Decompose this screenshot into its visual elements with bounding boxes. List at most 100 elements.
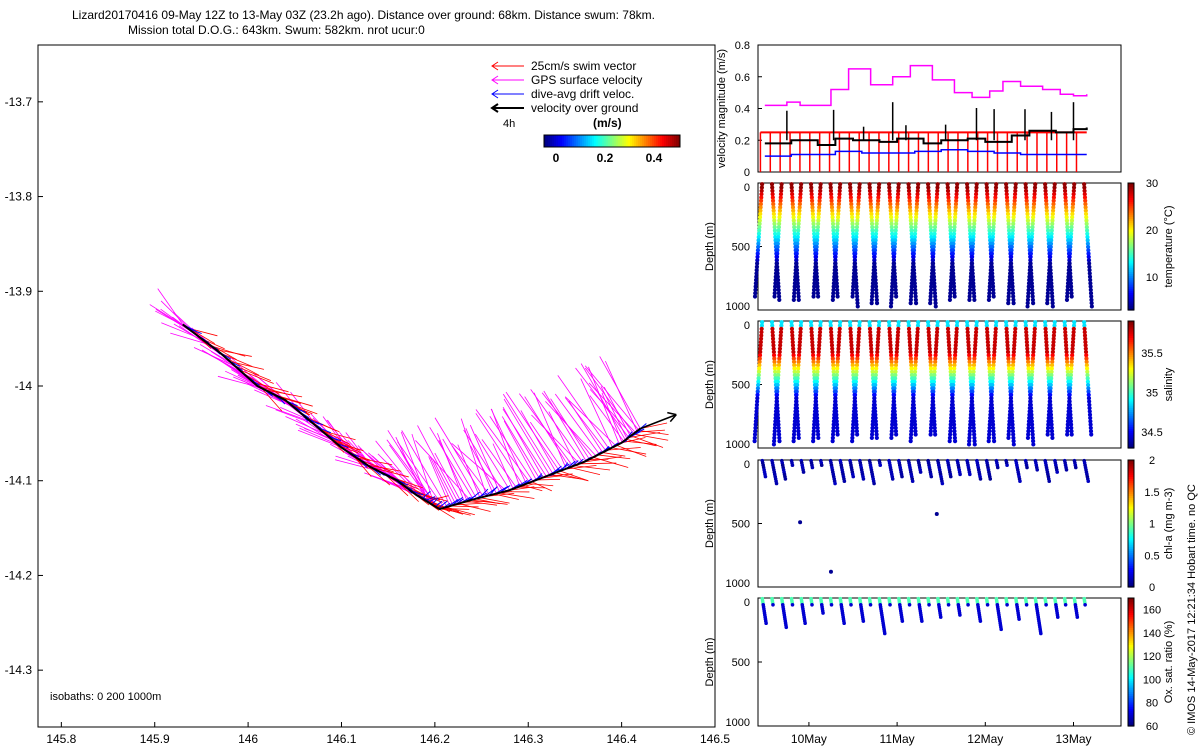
- profile-dot: [1052, 192, 1057, 197]
- profile-dot: [955, 182, 960, 187]
- profile-dot: [894, 356, 899, 361]
- profile-dot: [1065, 366, 1070, 371]
- profile-dot: [1084, 363, 1089, 368]
- profile-dot: [1010, 369, 1015, 374]
- profile-dot: [1047, 264, 1052, 269]
- profile-dot: [951, 376, 956, 381]
- profile-dot: [935, 185, 940, 190]
- colorbar-cell: [1128, 534, 1134, 537]
- profile-dot: [968, 235, 973, 240]
- profile-dot: [851, 412, 856, 417]
- profile-dot: [1024, 333, 1029, 338]
- profile-dot: [1012, 339, 1017, 345]
- profile-dot: [971, 376, 976, 381]
- gps-vector: [491, 408, 521, 487]
- profile-dot: [893, 373, 898, 378]
- profile-dot: [1045, 294, 1050, 299]
- colorbar-cell: [1128, 468, 1134, 472]
- profile-dot: [1046, 412, 1052, 417]
- swim-vector: [475, 498, 500, 505]
- profile-dot: [1029, 419, 1034, 424]
- profile-dot: [1013, 185, 1018, 190]
- colorbar-cell: [1128, 259, 1134, 262]
- profile-dot: [852, 254, 858, 260]
- profile-dot: [772, 439, 777, 444]
- profile-dot: [816, 435, 821, 440]
- profile-dot: [925, 182, 931, 187]
- profile-dot: [1067, 254, 1072, 260]
- colorbar-cell: [652, 135, 655, 147]
- profile-dot: [1011, 349, 1016, 355]
- colorbar-cell: [1128, 340, 1134, 343]
- profile-dot: [888, 339, 893, 345]
- profile-dot: [759, 185, 764, 190]
- profile-dot: [850, 425, 856, 431]
- profile-dot: [808, 182, 814, 187]
- profile-dot: [1070, 211, 1075, 217]
- colorbar-cell: [1128, 244, 1134, 248]
- profile-dot: [776, 419, 781, 424]
- profile-dot: [795, 241, 800, 246]
- profile-dot: [852, 399, 857, 404]
- profile-dot: [909, 231, 914, 236]
- profile-dot: [972, 435, 977, 440]
- profile-dot: [1066, 277, 1071, 283]
- colorbar-cell: [1128, 399, 1134, 403]
- profile-dot: [870, 287, 875, 293]
- profile-dot: [817, 205, 822, 210]
- profile-dot: [907, 192, 912, 197]
- profile-dot: [891, 258, 896, 263]
- profile-dot: [835, 353, 841, 358]
- colorbar-cell: [636, 135, 639, 147]
- profile-dot: [928, 429, 933, 434]
- profile-dot: [1072, 182, 1077, 187]
- profile-dot: [813, 268, 818, 273]
- swim-vector: [611, 447, 647, 455]
- profile-dot: [912, 281, 917, 286]
- profile-dot: [1082, 333, 1088, 338]
- profile-dot: [948, 284, 953, 289]
- profile-dot: [969, 264, 974, 269]
- profile-dot: [813, 406, 818, 411]
- profile-dot: [811, 353, 816, 358]
- profile-dot: [987, 231, 992, 236]
- profile-dot: [951, 284, 957, 289]
- profile-dot: [855, 215, 860, 220]
- profile-dot: [992, 339, 998, 345]
- profile-dot: [1044, 339, 1049, 345]
- profile-dot: [991, 221, 996, 226]
- profile-dot: [1050, 294, 1055, 299]
- profile-dot: [913, 432, 918, 437]
- profile-dot: [971, 235, 976, 240]
- profile-axes: [757, 459, 1122, 588]
- profile-dot: [771, 201, 776, 207]
- profile-dot: [793, 268, 798, 273]
- profile-dot: [1030, 369, 1035, 374]
- vel-ylabel: velocity magnitude (m/s): [716, 49, 728, 168]
- oxy-dot: [920, 619, 924, 623]
- profile-dot: [1011, 353, 1016, 358]
- vel-ytick-label: 0.8: [735, 40, 750, 52]
- oxy-dot: [938, 615, 943, 619]
- profile-dot: [1010, 376, 1015, 381]
- profile-dot: [852, 406, 857, 411]
- profile-dot: [966, 349, 972, 355]
- profile-dot: [966, 205, 971, 210]
- profile-dot: [986, 208, 991, 213]
- profile-dot: [946, 198, 951, 203]
- colorbar-cell: [1128, 303, 1134, 307]
- colorbar-cell: [1128, 333, 1134, 337]
- profile-dot: [857, 326, 862, 331]
- profile-dot: [834, 244, 839, 250]
- profile-dot: [1012, 198, 1017, 203]
- profile-dot: [790, 339, 795, 345]
- profile-dot: [830, 215, 835, 220]
- profile-dot: [813, 399, 818, 404]
- map-ytick-label: -14: [15, 379, 33, 393]
- oxy-dot: [966, 602, 970, 607]
- profile-dot: [1069, 228, 1074, 233]
- profile-dot: [793, 264, 799, 269]
- profile-dot: [1025, 211, 1030, 217]
- profile-dot: [809, 185, 814, 190]
